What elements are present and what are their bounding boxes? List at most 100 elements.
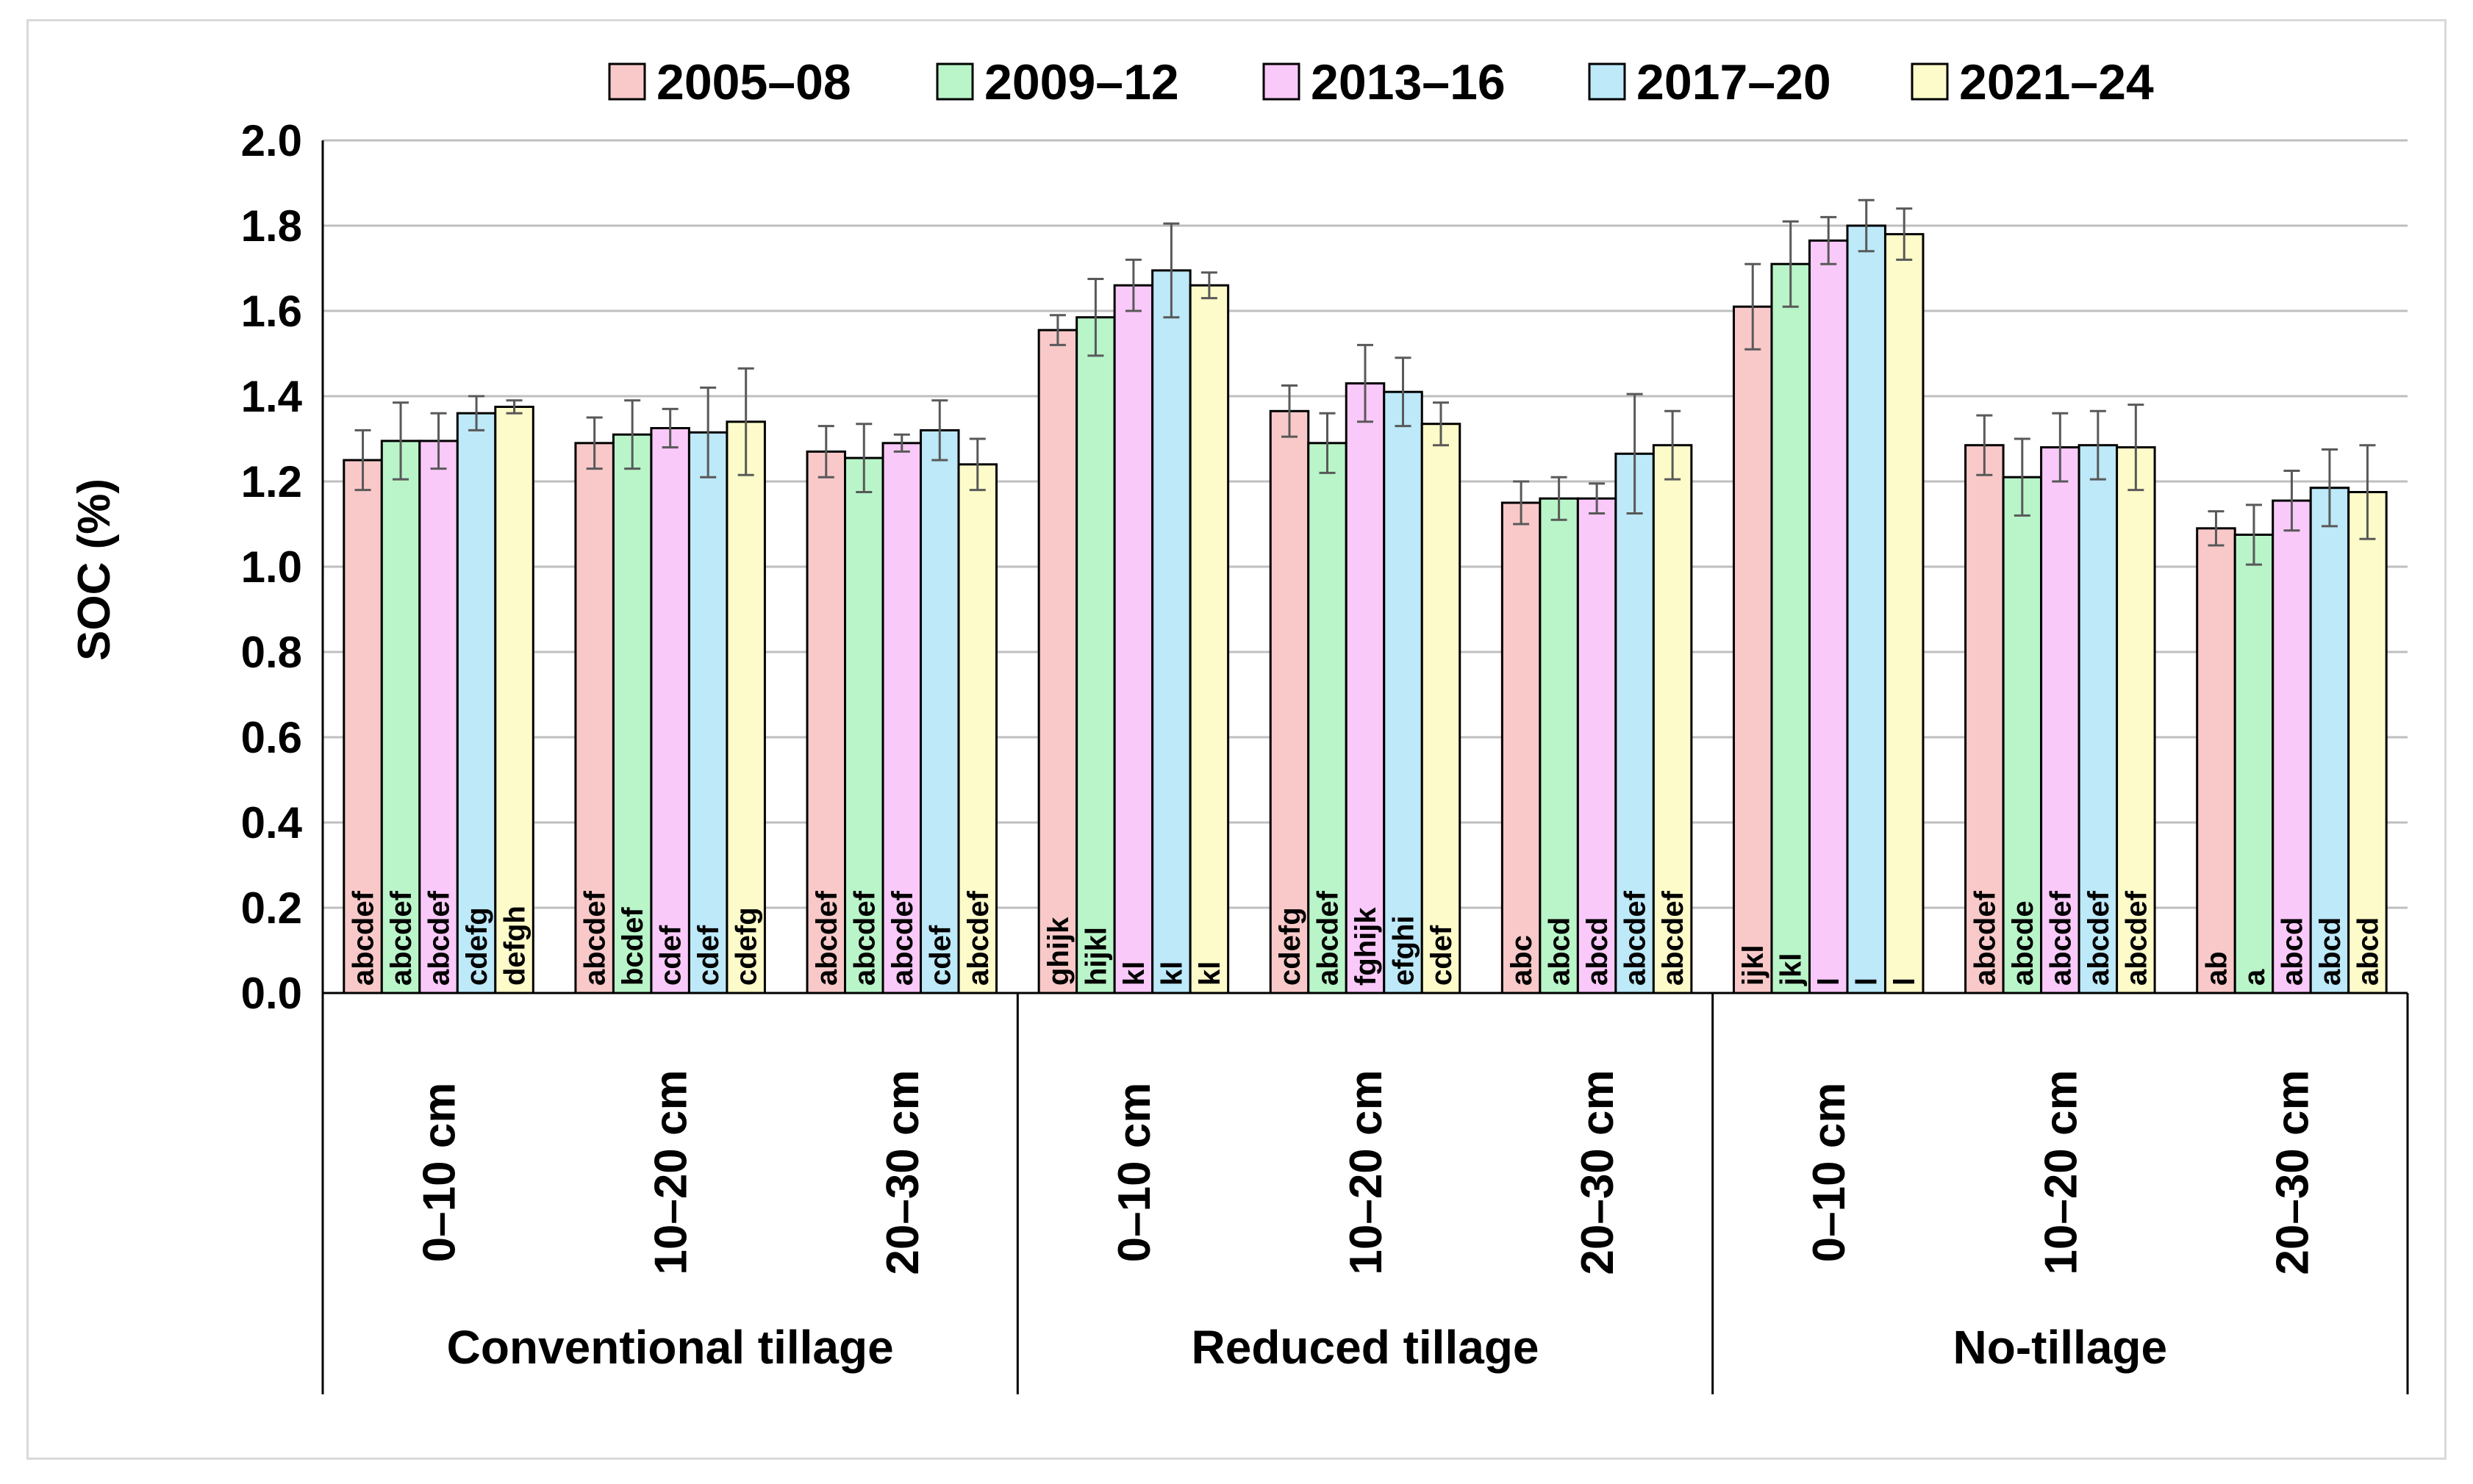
significance-letter: abcd: [1544, 917, 1576, 986]
significance-letter: abcdef: [848, 890, 881, 986]
significance-letter: abc: [1506, 935, 1538, 986]
significance-letter: cdefg: [731, 907, 763, 986]
bar: [726, 420, 766, 994]
bar: [1846, 224, 1886, 994]
bar: [1189, 284, 1230, 994]
significance-letter: abcd: [2352, 917, 2384, 986]
category-label: 0–10 cm: [415, 1083, 465, 1263]
significance-letter: cdef: [1425, 925, 1458, 986]
category-label: 10–20 cm: [2036, 1069, 2086, 1275]
significance-letter: abcde: [2007, 900, 2039, 986]
significance-letter: cdef: [692, 925, 725, 986]
category-label: 20–30 cm: [1572, 1069, 1623, 1275]
significance-letter: cdef: [655, 925, 687, 986]
legend-label: 2005–08: [656, 54, 851, 110]
significance-letter: cdef: [924, 925, 956, 986]
significance-letter: cdefg: [461, 907, 493, 986]
category-label: 20–30 cm: [2267, 1069, 2318, 1275]
bar: [1770, 262, 1811, 994]
legend-label: 2013–16: [1311, 54, 1506, 110]
bar: [1883, 233, 1925, 994]
significance-letter: abcd: [2276, 917, 2308, 986]
significance-letter: abcdef: [887, 890, 919, 986]
bar: [920, 429, 960, 994]
legend-swatch: [608, 62, 646, 101]
significance-letter: abcdef: [579, 890, 612, 986]
category-label: 20–30 cm: [878, 1069, 928, 1275]
legend-swatch: [936, 62, 974, 101]
y-tick-label: 1.4: [241, 372, 303, 421]
bar: [1037, 329, 1078, 994]
bar: [2196, 527, 2236, 994]
y-tick-label: 0.8: [241, 628, 302, 677]
significance-letter: abcdef: [962, 890, 995, 986]
significance-letter: l: [1813, 978, 1845, 986]
significance-letter: abcdef: [1657, 890, 1689, 986]
bar: [1345, 382, 1386, 994]
bar: [1151, 269, 1192, 994]
bar: [1307, 442, 1348, 994]
bar: [1076, 316, 1116, 994]
significance-letter: ab: [2200, 951, 2233, 986]
bar: [2040, 446, 2080, 994]
y-tick-label: 0.0: [241, 969, 302, 1018]
bar: [574, 442, 615, 994]
legend-label: 2021–24: [1959, 54, 2154, 110]
significance-letter: abcdef: [348, 890, 380, 986]
y-tick-label: 1.6: [241, 287, 302, 336]
group-label: Conventional tillage: [447, 1321, 894, 1374]
bar: [1269, 409, 1310, 994]
significance-letter: abcdef: [1620, 890, 1652, 986]
significance-letter: abcdef: [423, 890, 456, 986]
significance-letter: fghijk: [1350, 907, 1382, 986]
significance-letter: l: [1889, 978, 1921, 986]
legend-swatch: [1911, 62, 1949, 101]
significance-letter: abcdef: [811, 890, 843, 986]
bar: [1808, 239, 1849, 994]
significance-letter: ijkl: [1737, 944, 1769, 986]
bar: [1500, 501, 1542, 994]
y-tick-label: 1.2: [241, 457, 302, 506]
bar: [1732, 305, 1773, 994]
legend-swatch: [1262, 62, 1300, 101]
bar: [2347, 491, 2388, 994]
significance-letter: abcdef: [2044, 890, 2077, 986]
category-label: 0–10 cm: [1109, 1083, 1160, 1263]
category-label: 10–20 cm: [646, 1069, 697, 1275]
group-label: No-tillage: [1953, 1321, 2168, 1374]
significance-letter: abcdef: [1312, 890, 1345, 986]
significance-letter: a: [2238, 969, 2271, 986]
significance-letter: defgh: [499, 906, 532, 986]
significance-letter: ghijk: [1042, 917, 1075, 986]
significance-letter: abcdef: [1969, 890, 2001, 986]
bar: [1420, 423, 1461, 994]
significance-letter: jkl: [1775, 953, 1808, 986]
bar: [456, 412, 497, 994]
significance-letter: abcdef: [2083, 890, 2115, 986]
significance-letter: abcdef: [385, 890, 418, 986]
y-tick-label: 0.2: [241, 883, 302, 933]
bar: [1113, 284, 1154, 994]
bar: [687, 431, 729, 994]
category-label: 0–10 cm: [1804, 1083, 1855, 1263]
category-label: 10–20 cm: [1341, 1069, 1392, 1275]
bar: [494, 406, 534, 994]
legend-swatch: [1588, 62, 1626, 101]
bar: [612, 433, 653, 994]
significance-letter: abcd: [1581, 917, 1614, 986]
legend-label: 2009–12: [984, 54, 1179, 110]
y-tick-label: 1.0: [241, 542, 302, 592]
legend: 2005–08 2009–12 2013–16 2017–20 2021–24: [608, 54, 2154, 110]
y-axis-title: SOC (%): [69, 478, 120, 661]
significance-letter: efghi: [1388, 915, 1420, 986]
significance-letter: hijkl: [1080, 927, 1112, 986]
significance-letter: abcd: [2314, 917, 2347, 986]
significance-letter: kl: [1118, 961, 1150, 986]
chart-frame: abcdef abcdef abcdef cdefg defgh abcdef bcdef c…: [26, 19, 2447, 1460]
y-tick-label: 2.0: [241, 116, 302, 165]
bars: abcdef abcdef abcdef cdefg defgh abcdef bcdef c…: [343, 198, 2388, 994]
significance-letter: cdefg: [1274, 907, 1306, 986]
bar: [1539, 497, 1579, 994]
group-label: Reduced tillage: [1192, 1321, 1539, 1374]
significance-letter: abcdef: [2120, 890, 2152, 986]
